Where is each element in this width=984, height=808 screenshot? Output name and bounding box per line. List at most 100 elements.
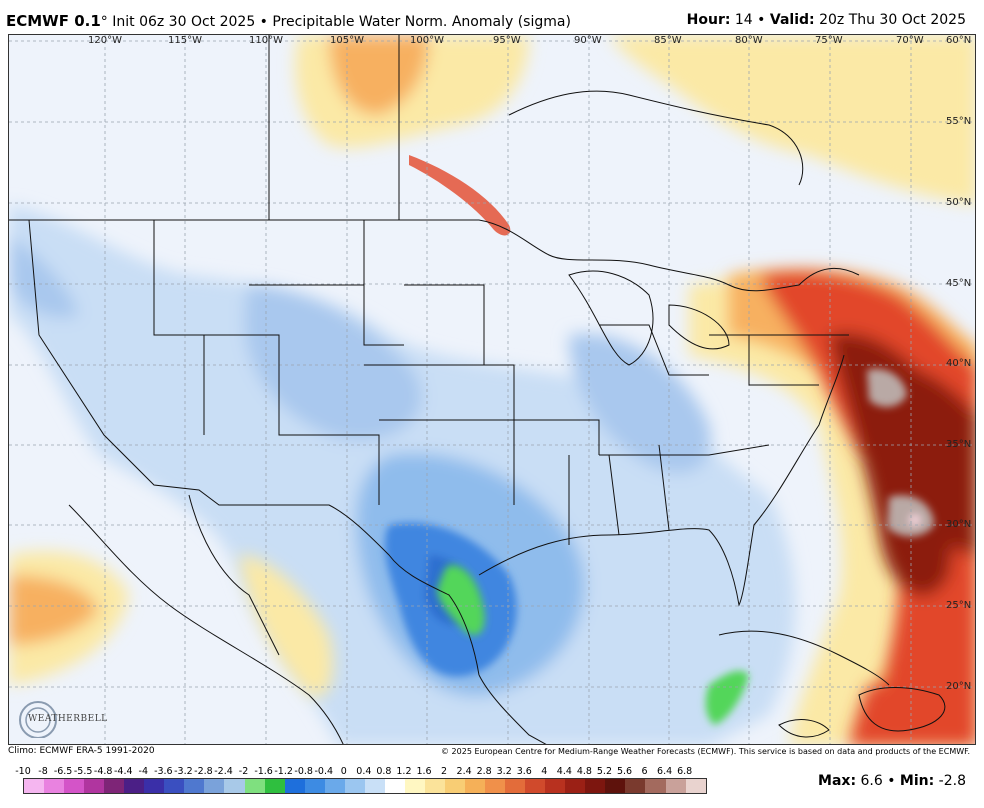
- valid-time: Hour: 14 • Valid: 20z Thu 30 Oct 2025: [687, 12, 966, 28]
- lat-label: 40°N: [946, 358, 972, 369]
- map-title: ECMWF 0.1° Init 06z 30 Oct 2025 • Precip…: [6, 12, 571, 30]
- colorbar-label: 1.6: [416, 766, 432, 777]
- colorbar-swatch: [444, 779, 466, 793]
- colorbar-swatch: [404, 779, 425, 793]
- colorbar-swatch: [64, 779, 85, 793]
- copyright-credit: © 2025 European Centre for Medium-Range …: [441, 747, 970, 756]
- colorbar-swatch: [485, 779, 506, 793]
- colorbar-swatch: [525, 779, 546, 793]
- colorbar-label: -4.4: [113, 766, 133, 777]
- colorbar-label: 2: [441, 766, 448, 777]
- colorbar-swatch: [685, 779, 706, 793]
- colorbar-swatch: [605, 779, 626, 793]
- valid-label: Valid:: [769, 12, 815, 28]
- valid-value: 20z Thu 30 Oct 2025: [814, 12, 966, 28]
- colorbar-label: 5.6: [616, 766, 633, 777]
- colorbar-swatch: [304, 779, 325, 793]
- lon-label: 95°W: [493, 35, 521, 46]
- lon-label: 80°W: [735, 35, 763, 46]
- lat-label: 55°N: [946, 116, 972, 127]
- colorbar-label: -5.5: [73, 766, 93, 777]
- colorbar-swatch: [204, 779, 225, 793]
- degree-symbol: °: [100, 14, 108, 30]
- colorbar-swatch: [324, 779, 345, 793]
- colorbar-swatch: [424, 779, 445, 793]
- lat-label: 60°N: [946, 35, 972, 46]
- colorbar-swatch: [625, 779, 646, 793]
- colorbar-swatch: [665, 779, 686, 793]
- colorbar-label: 4: [541, 766, 548, 777]
- colorbar-label: -10: [15, 766, 31, 777]
- colorbar-label: -1.2: [274, 766, 293, 777]
- colorbar-label: 3.6: [516, 766, 532, 777]
- map-canvas: [9, 35, 975, 744]
- colorbar-swatch: [585, 779, 606, 793]
- colorbar-label: 0.4: [356, 766, 372, 777]
- colorbar-swatch: [184, 779, 205, 793]
- jet-moisture-streak: [409, 155, 511, 236]
- colorbar-label: -4: [138, 766, 149, 777]
- model-name: ECMWF 0.1: [6, 12, 101, 30]
- graticule: [9, 35, 975, 744]
- colorbar-label: -1.6: [254, 766, 273, 777]
- lon-label: 75°W: [815, 35, 843, 46]
- green-anomaly: [437, 564, 749, 725]
- colorbar-swatch: [565, 779, 586, 793]
- colorbar-swatch: [124, 779, 145, 793]
- colorbar-swatch: [344, 779, 365, 793]
- colorbar-label: 4.8: [576, 766, 592, 777]
- colorbar-label: 1.2: [396, 766, 412, 777]
- min-label: Min:: [899, 773, 935, 789]
- lat-label: 20°N: [946, 681, 972, 692]
- max-label: Max:: [818, 773, 857, 789]
- lon-label: 70°W: [896, 35, 924, 46]
- lon-label: 115°W: [168, 35, 202, 46]
- hour-value: 14 •: [730, 12, 770, 28]
- colorbar-label: -3.6: [154, 766, 173, 777]
- min-value: -2.8: [934, 773, 966, 789]
- colorbar-swatch: [284, 779, 305, 793]
- political-borders: [9, 35, 946, 744]
- colorbar: [23, 778, 707, 794]
- colorbar-label: -2.4: [214, 766, 233, 777]
- anomaly-map: [8, 34, 976, 745]
- climo-credit: Climo: ECMWF ERA-5 1991-2020: [8, 746, 155, 756]
- lon-label: 105°W: [330, 35, 364, 46]
- lat-label: 50°N: [946, 197, 972, 208]
- colorbar-label: 6.8: [677, 766, 693, 777]
- colorbar-swatch: [244, 779, 265, 793]
- colorbar-label: 2.8: [476, 766, 492, 777]
- colorbar-label: -4.8: [93, 766, 113, 777]
- colorbar-label: -0.8: [294, 766, 313, 777]
- extreme-anomaly-spots: [867, 368, 934, 537]
- colorbar-label: 4.4: [556, 766, 572, 777]
- weatherbell-logo: [19, 701, 57, 738]
- colorbar-label: -2: [238, 766, 249, 777]
- colorbar-swatch: [465, 779, 486, 793]
- colorbar-label: 6: [641, 766, 648, 777]
- colorbar-label: 5.2: [596, 766, 612, 777]
- colorbar-label: -6.5: [53, 766, 73, 777]
- lon-label: 100°W: [410, 35, 444, 46]
- colorbar-swatch: [264, 779, 285, 793]
- hour-label: Hour:: [686, 12, 731, 28]
- max-value: 6.6 •: [856, 773, 900, 789]
- lon-label: 120°W: [88, 35, 122, 46]
- lat-label: 25°N: [946, 600, 972, 611]
- colorbar-swatch: [224, 779, 245, 793]
- colorbar-swatch: [384, 779, 405, 793]
- lat-label: 30°N: [946, 519, 972, 530]
- colorbar-label: -8: [38, 766, 48, 777]
- colorbar-label: 0: [340, 766, 347, 777]
- colorbar-swatch: [545, 779, 566, 793]
- colorbar-label: -0.4: [314, 766, 334, 777]
- colorbar-swatch: [164, 779, 185, 793]
- logo-text: WEATHERBELL: [28, 714, 108, 724]
- max-min-stats: Max: 6.6 • Min: -2.8: [818, 773, 966, 789]
- colorbar-swatch: [24, 779, 45, 793]
- colorbar-label: 0.8: [376, 766, 392, 777]
- init-and-field: Init 06z 30 Oct 2025 • Precipitable Wate…: [107, 14, 571, 30]
- lon-label: 85°W: [654, 35, 682, 46]
- colorbar-label: -2.8: [194, 766, 213, 777]
- lat-label: 45°N: [946, 278, 972, 289]
